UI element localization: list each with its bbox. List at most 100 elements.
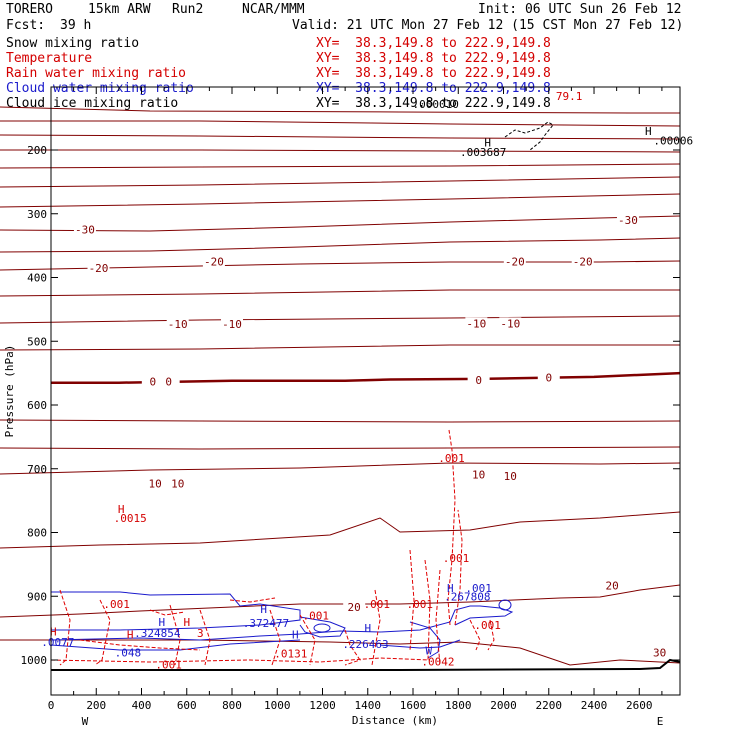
contour-label-bg bbox=[166, 477, 189, 490]
field-max-label: H bbox=[50, 625, 57, 638]
rain-contour bbox=[169, 604, 181, 666]
cloud-water-contour bbox=[409, 621, 441, 659]
contour-label: -20 bbox=[89, 262, 109, 275]
field-max-label: .001 bbox=[465, 582, 492, 595]
field-max-label: H bbox=[260, 603, 267, 616]
field-xy-cloud-ice: XY= 38.3,149.8 to 222.9,149.8 bbox=[316, 96, 551, 111]
field-max-label: .001 bbox=[438, 452, 465, 465]
x-tick-label: 2200 bbox=[536, 699, 563, 712]
field-max-label: .001 bbox=[103, 598, 130, 611]
field-name-cloud-ice: Cloud ice mixing ratio bbox=[6, 96, 179, 111]
contour-label: 0 bbox=[545, 372, 552, 385]
isotherm-line bbox=[0, 584, 681, 618]
isotherm-zero-line bbox=[51, 371, 681, 384]
isotherm-line bbox=[0, 289, 680, 297]
forecast-hour: 39 h bbox=[60, 18, 92, 33]
isotherm-line bbox=[0, 237, 681, 253]
x-tick-label: 200 bbox=[86, 699, 106, 712]
contour-label-bg bbox=[166, 318, 189, 331]
contour-label-bg bbox=[503, 255, 526, 268]
x-end-label-west: W bbox=[82, 715, 89, 728]
field-name-cloud-water: Cloud water mixing ratio bbox=[6, 81, 194, 96]
x-end-label-east: E bbox=[657, 715, 664, 728]
y-tick-label: 200 bbox=[27, 144, 47, 157]
contour-label: 10 bbox=[148, 477, 161, 490]
run-name: Run2 bbox=[172, 2, 204, 17]
field-max-label: .000010 bbox=[412, 98, 458, 111]
isotherm-line bbox=[0, 462, 681, 475]
y-tick-label: 700 bbox=[27, 463, 47, 476]
contour-label-bg bbox=[202, 255, 225, 268]
contour-label-bg bbox=[616, 214, 639, 227]
field-max-label: H bbox=[183, 616, 190, 629]
rain-contour bbox=[454, 509, 463, 626]
contour-label-bg bbox=[221, 318, 244, 331]
y-tick-label: 1000 bbox=[21, 654, 48, 667]
init-time: Init: 06 UTC Sun 26 Feb 12 bbox=[478, 2, 682, 17]
x-tick-label: 1000 bbox=[264, 699, 291, 712]
contour-label-bg bbox=[571, 255, 594, 268]
rain-contour bbox=[50, 657, 431, 663]
isotherm-line bbox=[0, 120, 681, 127]
contour-label: 20 bbox=[348, 601, 361, 614]
x-tick-label: 1400 bbox=[355, 699, 382, 712]
contour-label-bg bbox=[467, 468, 490, 481]
field-max-label: H bbox=[645, 125, 652, 138]
contour-label: -10 bbox=[500, 317, 520, 330]
isotherm-line bbox=[0, 419, 681, 423]
field-max-label: .0131 bbox=[274, 648, 307, 661]
field-max-label: .0077 bbox=[41, 636, 74, 649]
rain-contour bbox=[409, 549, 415, 651]
contour-label: 0 bbox=[165, 375, 172, 388]
rain-contour bbox=[59, 589, 71, 666]
cloud-water-contour bbox=[51, 591, 301, 631]
cloud-water-contour bbox=[379, 639, 461, 649]
x-tick-label: 0 bbox=[48, 699, 55, 712]
field-name-rain: Rain water mixing ratio bbox=[6, 66, 187, 81]
x-tick-label: 800 bbox=[222, 699, 242, 712]
field-name-snow: Snow mixing ratio bbox=[6, 36, 140, 51]
y-tick-label: 300 bbox=[27, 208, 47, 221]
field-xy-cloud-water: XY= 38.3,149.8 to 222.9,149.8 bbox=[316, 81, 551, 96]
contour-label: 20 bbox=[605, 579, 618, 592]
contour-label-bg bbox=[343, 601, 366, 614]
field-max-label: .001 bbox=[443, 552, 470, 565]
isotherm-line bbox=[0, 163, 681, 169]
field-max-label: .0042 bbox=[421, 655, 454, 668]
field-max-label: 3 bbox=[197, 627, 204, 640]
isotherm-line bbox=[0, 134, 681, 140]
field-max-label: .0015 bbox=[114, 512, 147, 525]
rain-contour bbox=[344, 629, 361, 666]
y-axis-label: Pressure (hPa) bbox=[3, 345, 16, 438]
y-tick-label: 500 bbox=[27, 335, 47, 348]
y-tick-label: 900 bbox=[27, 590, 47, 603]
cloud-water-contour bbox=[299, 616, 346, 638]
field-xy-snow: XY= 38.3,149.8 to 222.9,149.8 bbox=[316, 36, 551, 51]
x-axis-label: Distance (km) bbox=[352, 714, 438, 727]
field-max-label: H bbox=[159, 616, 166, 629]
contour-label-bg bbox=[601, 579, 624, 592]
contour-label-bg bbox=[87, 261, 110, 274]
rain-contour bbox=[199, 609, 211, 666]
contour-label: -20 bbox=[573, 256, 593, 269]
field-max-label: .001 bbox=[407, 598, 434, 611]
field-max-label: 79.1 bbox=[556, 90, 583, 103]
contour-label: 10 bbox=[504, 470, 517, 483]
field-max-label: .324854 bbox=[134, 627, 181, 640]
x-tick-label: 1800 bbox=[445, 699, 472, 712]
isotherm-line bbox=[0, 106, 680, 114]
contour-label: 0 bbox=[150, 375, 157, 388]
field-max-label: .00006 bbox=[653, 134, 693, 147]
field-max-label: H bbox=[484, 136, 491, 149]
field-max-label: H bbox=[292, 629, 299, 642]
isotherm-line bbox=[0, 149, 681, 153]
field-xy-temperature: XY= 38.3,149.8 to 222.9,149.8 bbox=[316, 51, 551, 66]
rain-contour bbox=[447, 429, 456, 626]
x-tick-label: 1200 bbox=[309, 699, 336, 712]
isotherm-line bbox=[0, 193, 681, 208]
field-max-label: .003687 bbox=[460, 146, 506, 159]
contour-label: -10 bbox=[222, 318, 242, 331]
rain-contour bbox=[424, 559, 431, 661]
contour-label-bg bbox=[467, 374, 490, 387]
